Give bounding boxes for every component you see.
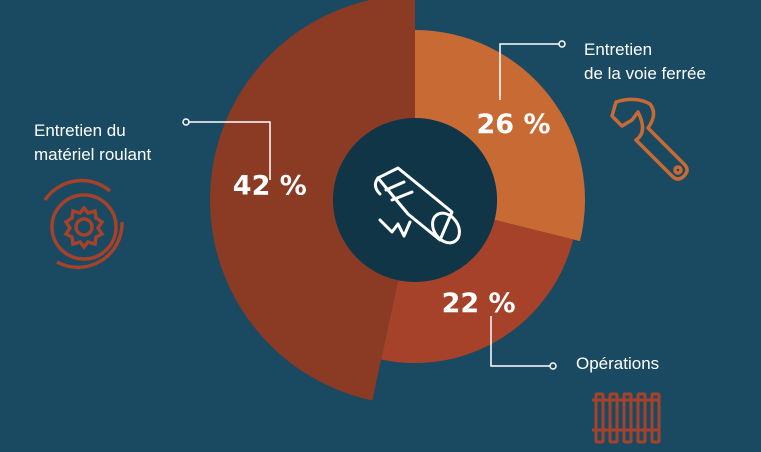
callout-dot-3 bbox=[182, 118, 190, 126]
callout-line-2 bbox=[490, 316, 553, 367]
label-entretien-voie: Entretien de la voie ferrée bbox=[584, 40, 706, 83]
callout-line-3 bbox=[186, 121, 271, 180]
railway-track-icon bbox=[592, 392, 661, 444]
value-label-1: 26 % bbox=[476, 109, 550, 140]
label-operations: Opérations bbox=[576, 354, 660, 373]
slice-3 bbox=[210, 0, 415, 401]
wheel-gear-icon bbox=[43, 178, 124, 270]
slice-1 bbox=[415, 30, 585, 242]
rolled-diploma-icon bbox=[373, 166, 461, 245]
callout-dot-1 bbox=[558, 40, 566, 48]
callout-line-1 bbox=[499, 43, 562, 100]
donut-center bbox=[333, 118, 497, 282]
wrench-icon bbox=[610, 97, 689, 181]
value-label-2: 22 % bbox=[442, 288, 516, 319]
label-entretien-materiel: Entretien du matériel roulant bbox=[34, 121, 152, 164]
callout-dot-2 bbox=[549, 362, 557, 370]
slice-2 bbox=[381, 219, 574, 363]
